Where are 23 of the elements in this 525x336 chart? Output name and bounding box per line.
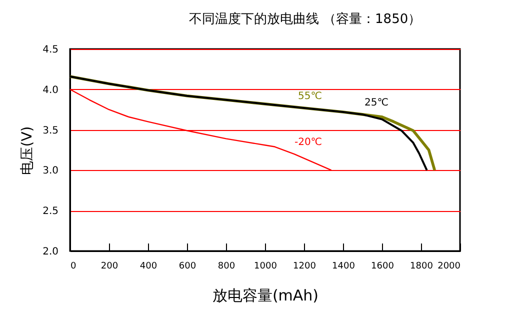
y-tick-label: 3.5: [42, 125, 58, 136]
y-tick-label: 2.0: [42, 246, 58, 258]
y-tick-label: 3.0: [42, 166, 58, 177]
x-tick-label: 1600: [371, 262, 394, 272]
chart-title: 不同温度下的放电曲线 （容量：1850）: [188, 11, 422, 27]
x-tick-label: 600: [178, 262, 196, 272]
y-axis-title: 电压(V): [20, 126, 36, 175]
series-label: 25℃: [364, 97, 388, 108]
series-label: 55℃: [298, 90, 322, 102]
y-tick-label: 4.5: [42, 44, 58, 56]
x-tick-label: 1200: [293, 262, 316, 272]
x-tick-label: 1400: [332, 262, 356, 272]
x-tick-label: 200: [100, 262, 118, 272]
x-tick-label: 800: [218, 262, 236, 272]
y-tick-label: 4.0: [42, 84, 58, 96]
series-label: -20℃: [294, 137, 322, 148]
x-tick-label: 2000: [438, 262, 461, 272]
x-tick-label: 1000: [254, 262, 278, 272]
x-axis-title: 放电容量(mAh): [212, 286, 319, 304]
y-tick-label: 2.5: [42, 206, 58, 218]
x-tick-label: 1800: [410, 262, 434, 272]
x-tick-label: 400: [140, 262, 158, 272]
x-tick-label: 0: [70, 262, 76, 272]
